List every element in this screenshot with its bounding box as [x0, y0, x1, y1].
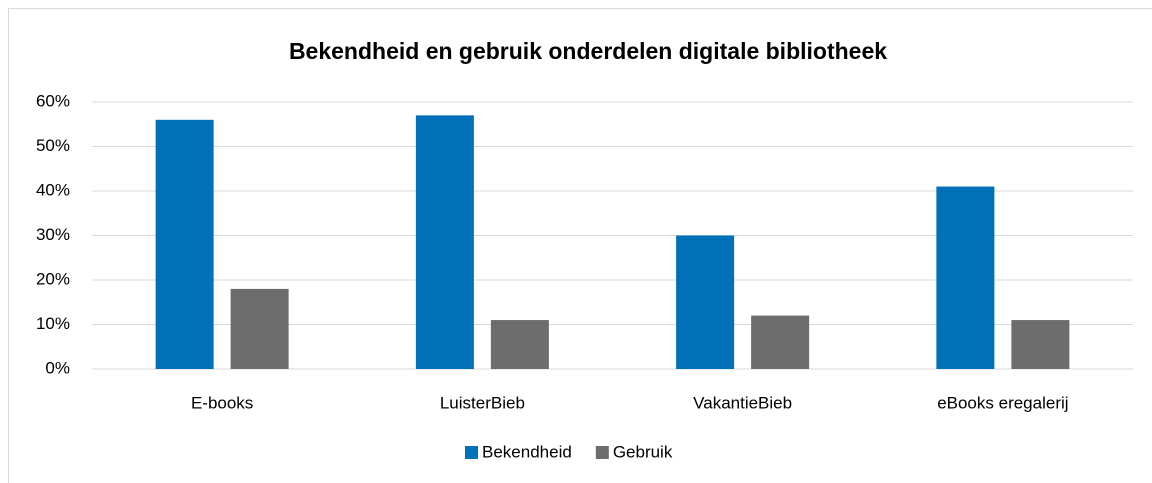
bar — [415, 115, 474, 369]
legend-swatch — [595, 446, 609, 459]
legend-swatch — [465, 446, 478, 459]
bar — [676, 235, 735, 369]
bar — [230, 288, 289, 369]
bar — [936, 186, 995, 369]
y-tick-label: 50% — [36, 136, 70, 155]
bar — [751, 315, 810, 369]
legend-label: Gebruik — [613, 442, 673, 461]
y-tick-label: 20% — [36, 269, 70, 288]
x-tick-label: E-books — [191, 393, 253, 412]
y-tick-label: 30% — [36, 225, 70, 244]
bar — [490, 320, 549, 369]
x-tick-label: VakantieBieb — [693, 393, 792, 412]
y-tick-label: 40% — [36, 180, 70, 199]
chart-title: Bekendheid en gebruik onderdelen digital… — [289, 38, 887, 64]
y-tick-label: 60% — [36, 91, 70, 110]
bar — [1011, 320, 1070, 369]
x-tick-label: eBooks eregalerij — [937, 393, 1068, 412]
y-tick-label: 10% — [36, 314, 70, 333]
chart-frame — [8, 8, 1152, 483]
x-tick-label: LuisterBieb — [440, 393, 525, 412]
bar — [155, 119, 214, 369]
y-tick-label: 0% — [45, 358, 70, 377]
legend-label: Bekendheid — [482, 442, 572, 461]
